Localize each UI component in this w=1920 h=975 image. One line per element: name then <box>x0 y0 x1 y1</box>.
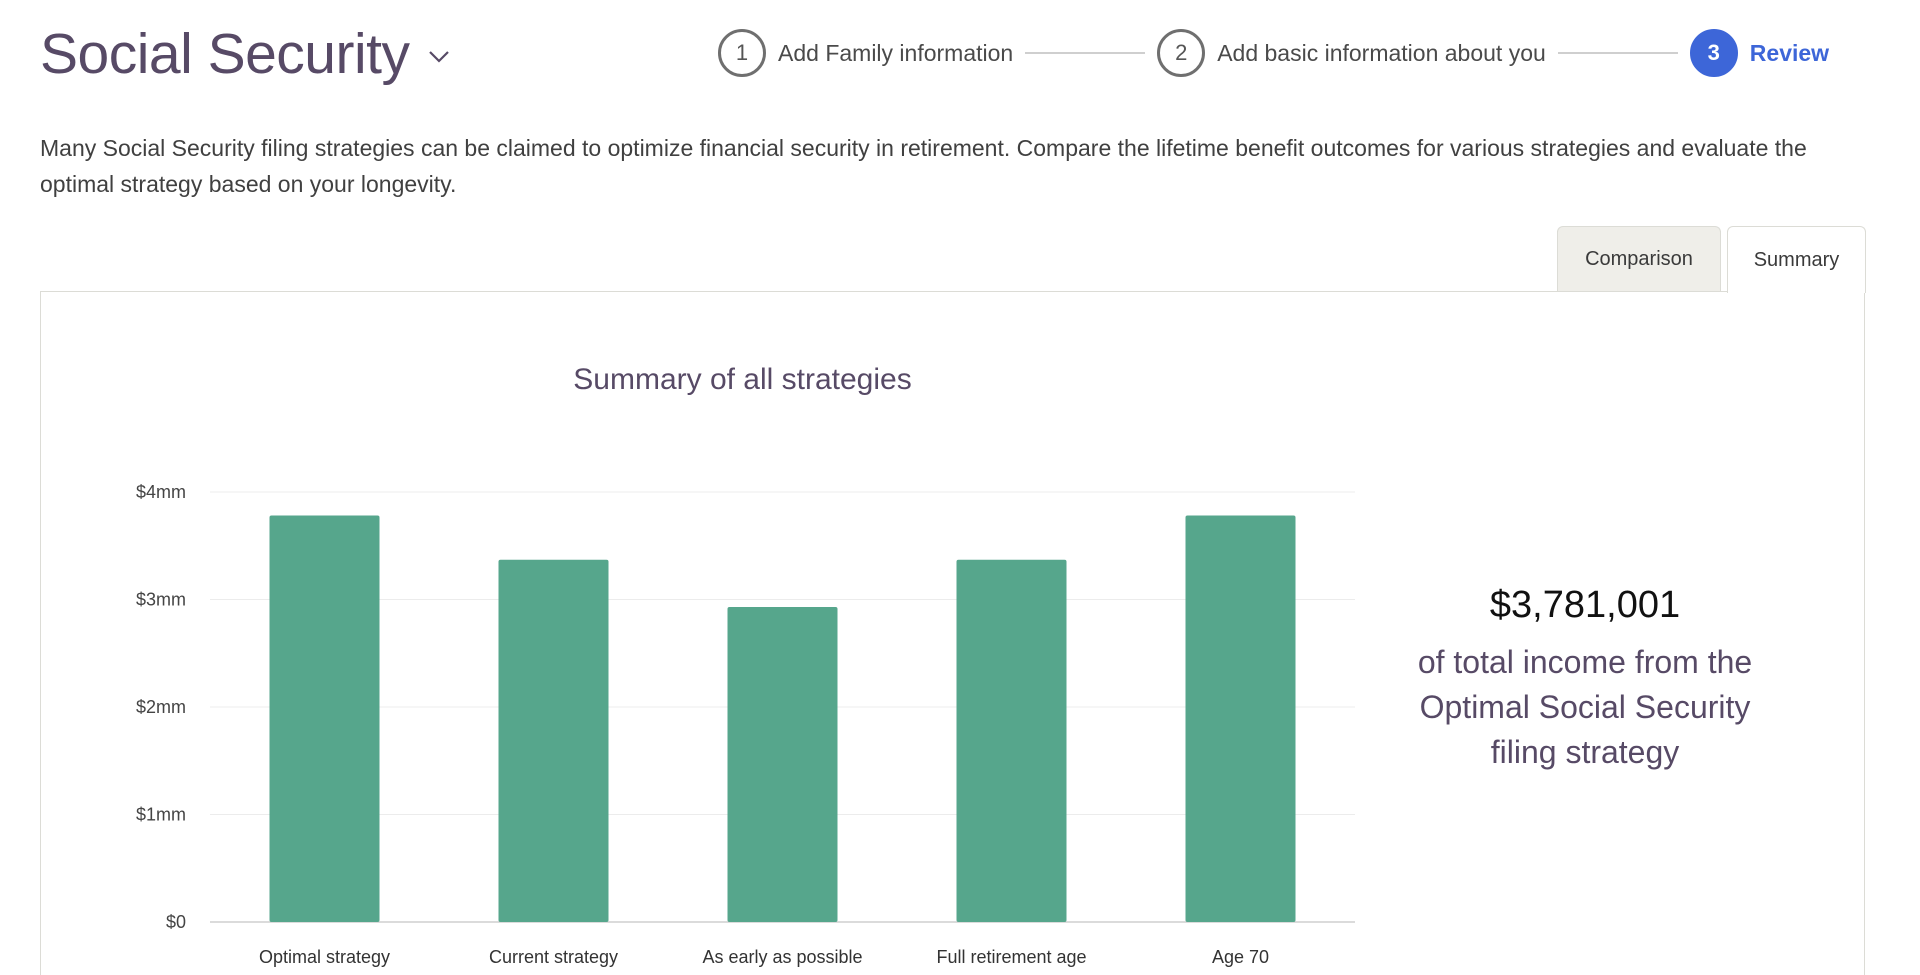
chevron-down-icon <box>428 51 449 63</box>
step-connector <box>1557 52 1678 54</box>
bar <box>956 559 1067 922</box>
tab-comparison[interactable]: Comparison <box>1557 226 1721 292</box>
step-label: Review <box>1749 39 1830 66</box>
step-label: Add basic information about you <box>1217 39 1546 66</box>
summary-line: filing strategy <box>1490 734 1680 770</box>
bar <box>1185 515 1296 922</box>
intro-text: Many Social Security filing strategies c… <box>40 135 1807 197</box>
bar <box>498 559 609 922</box>
step-label: Add Family information <box>778 39 1014 66</box>
summary-amount: $3,781,001 <box>1489 584 1681 626</box>
step-basic-info[interactable]: 2 Add basic information about you <box>1157 29 1546 77</box>
y-tick-label: $0 <box>166 912 186 932</box>
bar <box>269 515 380 922</box>
summary-line: Optimal Social Security <box>1419 689 1751 725</box>
y-tick-label: $4mm <box>136 482 186 502</box>
x-tick-label: As early as possible <box>702 947 862 967</box>
summary-callout: $3,781,001 of total income from the Opti… <box>1375 580 1795 775</box>
step-family-info[interactable]: 1 Add Family information <box>718 29 1013 77</box>
step-number: 2 <box>1157 29 1206 77</box>
page-title: Social Security <box>40 22 410 86</box>
y-tick-label: $2mm <box>136 697 186 717</box>
progress-stepper: 1 Add Family information 2 Add basic inf… <box>718 28 1829 78</box>
x-tick-label: Current strategy <box>489 947 618 967</box>
summary-line: of total income from the <box>1417 644 1753 680</box>
step-review[interactable]: 3 Review <box>1689 29 1830 77</box>
page-title-dropdown[interactable]: Social Security <box>40 20 450 88</box>
step-connector <box>1025 52 1146 54</box>
summary-description: of total income from the Optimal Social … <box>1375 640 1795 775</box>
x-tick-label: Optimal strategy <box>259 947 390 967</box>
step-number: 3 <box>1689 29 1738 77</box>
x-tick-label: Full retirement age <box>936 947 1086 967</box>
x-tick-label: Age 70 <box>1212 947 1269 967</box>
step-number: 1 <box>718 29 766 77</box>
bar <box>727 607 838 922</box>
tab-summary[interactable]: Summary <box>1727 226 1866 293</box>
y-tick-label: $1mm <box>136 805 186 825</box>
chart-title: Summary of all strategies <box>573 363 912 396</box>
view-tabs: Comparison Summary <box>1557 226 1866 293</box>
y-tick-label: $3mm <box>136 590 186 610</box>
